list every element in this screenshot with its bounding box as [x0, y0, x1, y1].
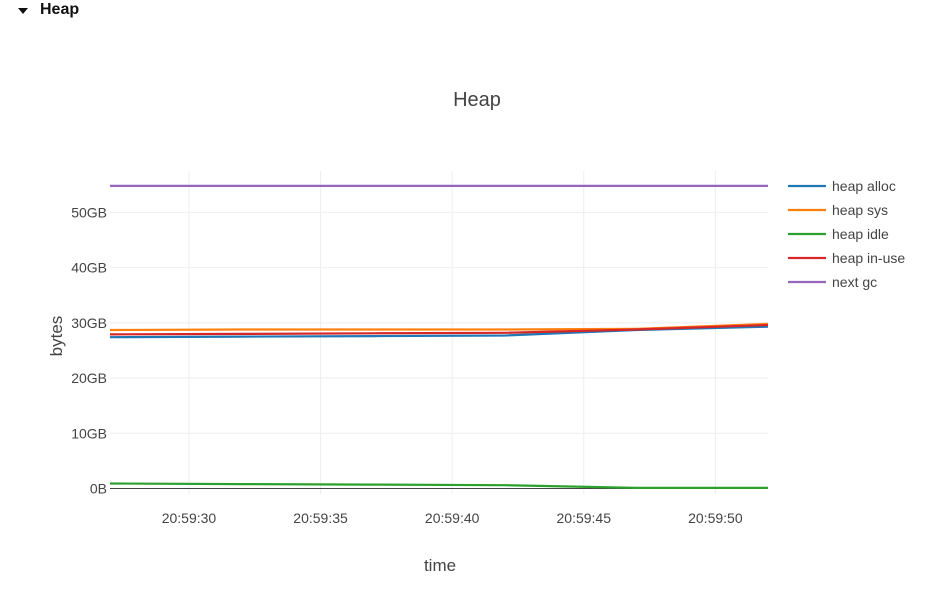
y-tick-label: 10GB: [71, 425, 107, 441]
y-tick-label: 50GB: [71, 204, 107, 220]
x-tick-label: 20:59:35: [293, 510, 348, 526]
series-line-heap-in-use: [109, 323, 769, 336]
x-tick-label: 20:59:50: [688, 510, 743, 526]
y-tick-label: 40GB: [71, 260, 107, 276]
legend-label-heap-alloc: heap alloc: [832, 178, 896, 194]
series-line-heap-idle: [109, 482, 768, 489]
chart-title: Heap: [453, 89, 501, 111]
legend-label-heap-sys: heap sys: [832, 202, 888, 218]
caret-down-icon: [18, 7, 28, 14]
legend-label-next-gc: next gc: [832, 274, 877, 290]
legend-label-heap-idle: heap idle: [832, 226, 889, 242]
legend-label-heap-in-use: heap in-use: [832, 250, 905, 266]
x-tick-label: 20:59:30: [162, 510, 217, 526]
tick-layer: 20:59:30 20:59:35 20:59:40 20:59:45 20:59:50…: [71, 204, 743, 526]
series-layer: [109, 184, 769, 489]
legend: heap alloc heap sys heap idle heap in-use ne…: [788, 178, 905, 290]
y-tick-label: 20GB: [71, 370, 107, 386]
section-title: Heap: [40, 1, 80, 18]
y-tick-label: 30GB: [71, 315, 107, 331]
y-tick-label: 0B: [90, 480, 107, 496]
x-tick-label: 20:59:45: [557, 510, 612, 526]
heap-section-header[interactable]: Heap: [18, 0, 79, 20]
y-axis-title: bytes: [47, 316, 66, 357]
x-tick-label: 20:59:40: [425, 510, 480, 526]
x-axis-title: time: [424, 556, 456, 575]
